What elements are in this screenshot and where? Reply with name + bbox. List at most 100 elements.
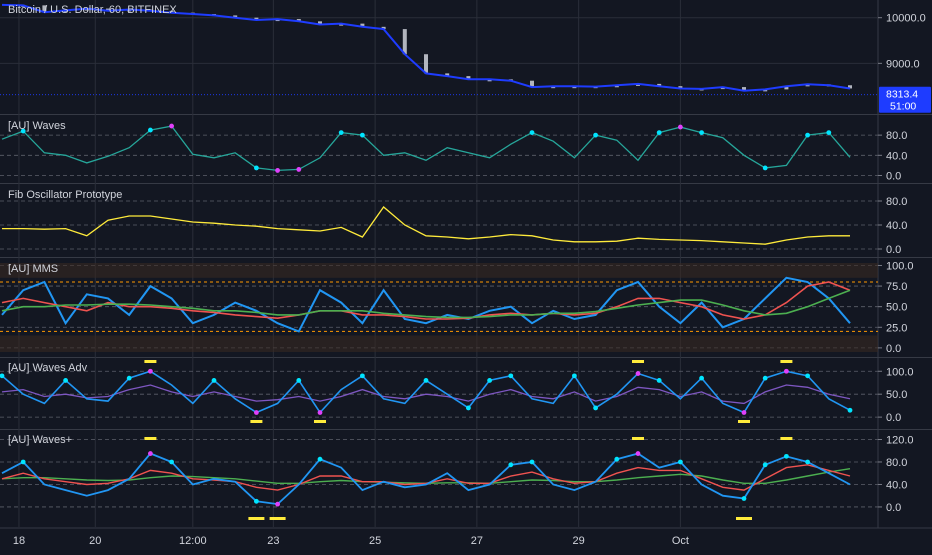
y-tick-label: 120.0 bbox=[886, 434, 914, 446]
waves-adv-extreme-dot bbox=[487, 378, 492, 383]
waves-plus-bottom-marker bbox=[248, 517, 265, 520]
waves-adv-extreme-dot bbox=[126, 375, 132, 381]
waves-adv-extreme-dot bbox=[317, 410, 323, 415]
y-tick-label: 25.0 bbox=[886, 322, 907, 334]
y-tick-label: 40.0 bbox=[886, 479, 907, 491]
x-tick-label: 12:00 bbox=[179, 535, 207, 547]
price-candle bbox=[678, 86, 683, 89]
x-tick-label: 20 bbox=[89, 535, 101, 547]
symbol-interval: 60 bbox=[108, 4, 122, 16]
y-tick-label: 100.0 bbox=[886, 260, 914, 272]
waves-plus-extreme-dot bbox=[741, 496, 747, 501]
price-candle bbox=[805, 84, 810, 87]
waves-extreme-dot bbox=[678, 124, 683, 130]
price-candle bbox=[381, 26, 386, 30]
y-tick-label: 0.0 bbox=[886, 170, 901, 182]
waves-adv-extreme-dot bbox=[847, 407, 853, 413]
y-tick-label: 0.0 bbox=[886, 502, 901, 514]
y-tick-label: 40.0 bbox=[886, 220, 907, 232]
y-tick-label: 50.0 bbox=[886, 302, 907, 314]
price-candle bbox=[530, 80, 534, 88]
waves-plus-extreme-dot bbox=[20, 459, 26, 465]
y-tick-label: 80.0 bbox=[886, 196, 907, 208]
price-candle bbox=[106, 8, 110, 11]
waves-line bbox=[1, 125, 851, 172]
waves-adv-extreme-dot bbox=[254, 410, 259, 415]
mms-series-line bbox=[1, 276, 851, 333]
fib-oscillator-line bbox=[2, 206, 850, 245]
waves-adv-top-marker bbox=[632, 360, 644, 363]
waves-extreme-dot bbox=[275, 168, 280, 173]
y-tick-label: 9000.0 bbox=[886, 58, 920, 70]
panel-title-waves: [AU] Waves bbox=[8, 120, 66, 132]
price-candle bbox=[360, 23, 365, 27]
waves-plus-series-line bbox=[1, 464, 851, 491]
waves-extreme-dot bbox=[593, 132, 598, 138]
panel-title-fib: Fib Oscillator Prototype bbox=[8, 189, 123, 201]
waves-adv-signal-line bbox=[1, 384, 851, 405]
waves-adv-extreme-dot bbox=[296, 378, 302, 383]
price-candle bbox=[296, 19, 301, 22]
last-price-badge bbox=[879, 86, 931, 113]
waves-adv-extreme-dot bbox=[211, 378, 217, 383]
y-tick-label: 80.0 bbox=[886, 130, 907, 142]
waves-adv-extreme-dot bbox=[656, 378, 662, 383]
bar-countdown-label: 51:00 bbox=[890, 101, 916, 113]
waves-adv-extreme-dot bbox=[0, 373, 5, 379]
waves-extreme-dot bbox=[148, 127, 153, 133]
waves-plus-top-marker bbox=[632, 437, 644, 440]
y-tick-label: 10000.0 bbox=[886, 13, 926, 25]
y-tick-label: 100.0 bbox=[886, 366, 914, 378]
price-candle bbox=[42, 5, 47, 13]
y-tick-label: 50.0 bbox=[886, 389, 907, 401]
x-tick-label: 27 bbox=[471, 535, 483, 547]
waves-plus-extreme-dot bbox=[148, 451, 153, 456]
price-candle bbox=[339, 23, 344, 26]
waves-adv-extreme-dot bbox=[148, 368, 153, 374]
x-tick-label: 29 bbox=[573, 535, 585, 547]
waves-adv-top-marker bbox=[144, 360, 157, 363]
panel-title-waves-adv: [AU] Waves Adv bbox=[8, 362, 88, 374]
waves-plus-extreme-dot bbox=[635, 451, 641, 456]
waves-plus-bottom-marker bbox=[269, 517, 286, 520]
panel-title-mms: [AU] MMS bbox=[8, 263, 59, 275]
mms-series-line bbox=[1, 289, 851, 319]
last-price-label: 8313.4 bbox=[886, 89, 918, 101]
symbol-exchange: BITFINEX bbox=[127, 4, 177, 16]
y-tick-label: 0.0 bbox=[886, 343, 901, 355]
waves-adv-extreme-dot bbox=[466, 405, 471, 411]
mms-upper-zone bbox=[0, 263, 878, 278]
waves-plus-extreme-dot bbox=[275, 501, 280, 507]
symbol-title: Bitcoin / U.S. Dollar, 60, BITFINEX bbox=[8, 4, 177, 16]
waves-extreme-dot bbox=[296, 167, 302, 172]
waves-adv-bottom-marker bbox=[738, 420, 750, 423]
waves-adv-extreme-dot bbox=[63, 378, 68, 383]
price-candle bbox=[318, 21, 322, 25]
waves-plus-top-marker bbox=[144, 437, 157, 440]
waves-plus-extreme-dot bbox=[169, 459, 175, 465]
price-candle bbox=[657, 83, 662, 87]
waves-plus-bottom-marker bbox=[736, 517, 752, 520]
waves-adv-extreme-dot bbox=[741, 410, 747, 415]
waves-extreme-dot bbox=[805, 132, 810, 138]
waves-extreme-dot bbox=[656, 130, 662, 136]
waves-adv-top-marker bbox=[780, 360, 793, 363]
waves-adv-bottom-marker bbox=[250, 420, 263, 423]
y-tick-label: 80.0 bbox=[886, 457, 907, 469]
x-tick-label: 25 bbox=[369, 535, 381, 547]
price-candle bbox=[424, 54, 428, 74]
waves-plus-top-marker bbox=[780, 437, 793, 440]
waves-adv-extreme-dot bbox=[699, 375, 704, 381]
waves-adv-extreme-dot bbox=[360, 373, 365, 379]
waves-plus-extreme-dot bbox=[529, 459, 535, 465]
price-candle bbox=[784, 86, 789, 90]
waves-adv-extreme-dot bbox=[635, 371, 641, 376]
waves-extreme-dot bbox=[254, 165, 259, 171]
price-candle bbox=[402, 29, 407, 55]
waves-adv-extreme-dot bbox=[784, 368, 789, 374]
waves-plus-extreme-dot bbox=[678, 459, 683, 465]
y-tick-label: 0.0 bbox=[886, 412, 901, 424]
waves-extreme-dot bbox=[529, 130, 535, 136]
